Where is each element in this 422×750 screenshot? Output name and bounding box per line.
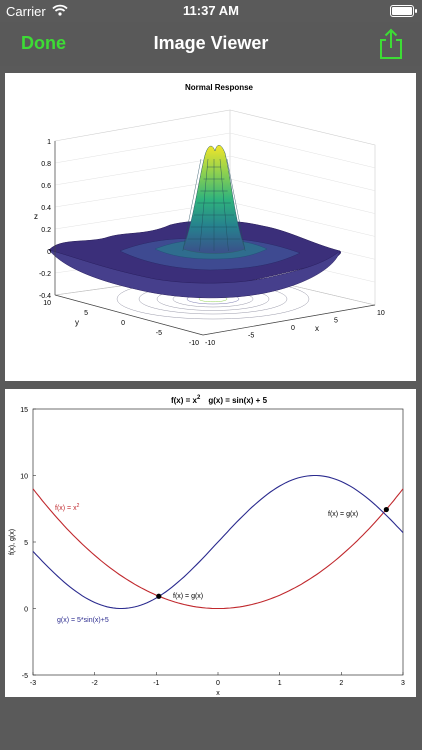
- y-tick-label: 0: [24, 607, 28, 614]
- axis-front-right: [202, 304, 376, 336]
- wifi-icon: [52, 4, 68, 16]
- surface-plot-panel: Normal Response: [5, 73, 416, 381]
- y-tick-labels: 10 5 0 -5 -10: [43, 300, 199, 347]
- y-tick-label: -5: [22, 673, 28, 680]
- x-tick-label: 0: [216, 680, 220, 687]
- z-tick-label: 0.6: [41, 183, 51, 190]
- z-tick-labels: 1 0.8 0.6 0.4 0.2 0 -0.2 -0.4: [39, 139, 51, 300]
- wall-grid-line: [229, 178, 376, 214]
- wall-grid-line: [54, 132, 231, 164]
- z-tick-label: -0.4: [39, 293, 51, 300]
- done-button[interactable]: Done: [21, 33, 66, 53]
- z-tick-label: 0: [47, 249, 51, 256]
- y-tick-label: -5: [156, 330, 162, 337]
- x-tick-label: -3: [30, 680, 36, 687]
- g-series-line: [32, 474, 404, 610]
- y-tick-label: -10: [189, 340, 199, 347]
- f-series-line: [32, 488, 404, 610]
- x-tick-label: -10: [205, 340, 215, 347]
- surface-title: Normal Response: [185, 83, 254, 92]
- y-tick-label: 15: [20, 407, 28, 414]
- z-tick-label: 0.8: [41, 161, 51, 168]
- mesh-line: [182, 158, 202, 252]
- x-tick-label: -1: [153, 680, 159, 687]
- y-tick-label: 5: [84, 310, 88, 317]
- y-tick-label: 10: [20, 474, 28, 481]
- status-time: 11:37 AM: [183, 3, 239, 18]
- battery-icon: [390, 5, 417, 17]
- plot-title: f(x) = x2 g(x) = sin(x) + 5: [171, 395, 268, 405]
- surface-front: [48, 249, 341, 299]
- mesh-line: [219, 158, 229, 252]
- x-tick-label: 2: [339, 680, 343, 687]
- page-title: Image Viewer: [153, 33, 269, 53]
- axis-front-left: [54, 294, 204, 336]
- status-bar: Carrier 11:37 AM: [0, 0, 422, 22]
- function-plot: f(x) = x2 g(x) = sin(x) + 5 -3 -2 -1 0 1 2 3 -5 0…: [9, 395, 405, 697]
- x-axis-label: x: [315, 324, 319, 333]
- z-tick-label: -0.2: [39, 271, 51, 278]
- mesh-line: [226, 158, 246, 252]
- x-tick-label: 1: [278, 680, 282, 687]
- tick-labels: -3 -2 -1 0 1 2 3 -5 0 5 10 15: [20, 407, 405, 687]
- peak-mesh: [182, 158, 246, 252]
- x-tick-label: -2: [92, 680, 98, 687]
- z-tick-label: 1: [47, 139, 51, 146]
- x-tick-label: 10: [377, 310, 385, 317]
- x-tick-label: 0: [291, 325, 295, 332]
- mesh-line: [199, 158, 209, 252]
- navigation-bar: Done Image Viewer: [0, 22, 422, 66]
- intersection-points: [156, 506, 389, 599]
- intersection-point: [156, 593, 162, 599]
- y-axis-label: f(x), g(x): [9, 529, 16, 555]
- carrier-label: Carrier: [6, 4, 46, 19]
- wall-grid-line: [229, 132, 376, 169]
- share-icon[interactable]: [378, 28, 404, 60]
- g-series-label: g(x) = 5*sin(x)+5: [57, 617, 109, 624]
- z-axis-label: z: [34, 212, 38, 221]
- intersection-point: [383, 506, 389, 513]
- x-axis-label: x: [216, 690, 220, 697]
- y-tick-label: 10: [43, 300, 51, 307]
- surface-plot: Normal Response: [34, 83, 385, 347]
- x-tick-label: 5: [334, 318, 338, 325]
- intersection-label-1: f(x) = g(x): [173, 593, 203, 600]
- x-tick-label: 3: [401, 680, 405, 687]
- intersection-label-2: f(x) = g(x): [328, 511, 358, 518]
- y-tick-label: 0: [121, 320, 125, 327]
- wall-grid-line: [229, 201, 376, 237]
- x-tick-label: -5: [248, 333, 254, 340]
- z-tick-label: 0.4: [41, 205, 51, 212]
- wall-grid-line: [229, 155, 376, 191]
- function-plot-panel: f(x) = x2 g(x) = sin(x) + 5 -3 -2 -1 0 1 2 3 -5 0…: [5, 389, 416, 697]
- z-tick-label: 0.2: [41, 227, 51, 234]
- y-tick-label: 5: [24, 540, 28, 547]
- f-series-label: f(x) = x2: [55, 503, 80, 512]
- y-axis-label: y: [75, 318, 79, 327]
- x-tick-labels: -10 -5 0 5 10: [205, 310, 385, 347]
